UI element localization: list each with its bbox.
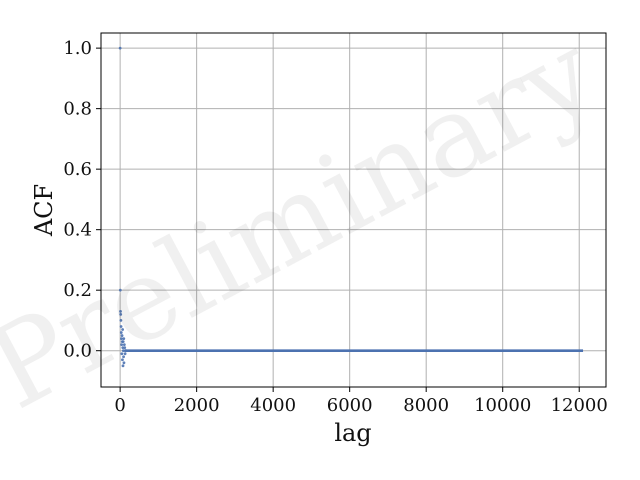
x-tick-label: 6000 [327,395,373,416]
y-tick-label: 0.4 [63,220,92,241]
acf-point [118,46,122,50]
acf-point [120,334,124,337]
x-tick-label: 10000 [474,395,531,416]
axis-ticks: 0 2000 4000 6000 8000 10000 12000 0.0 0.2 0.4 0.6 0… [63,38,607,416]
acf-point [121,346,125,350]
x-axis-label: lag [334,419,371,447]
x-tick-label: 8000 [403,395,449,416]
acf-point [121,328,125,331]
acf-point [120,343,124,347]
acf-point [122,361,126,365]
acf-point [122,337,126,340]
watermark-text: Preliminary [0,8,616,435]
acf-point [121,358,124,362]
acf-point [122,343,126,347]
acf-point [123,352,127,356]
y-tick-label: 0.6 [63,159,92,180]
x-tick-label: 0 [114,395,125,416]
grid-lines [101,33,606,387]
acf-point [120,337,123,340]
acf-point [119,312,123,316]
acf-series [118,46,584,368]
acf-point [119,319,123,322]
plot-frame [100,32,607,388]
y-tick-label: 1.0 [63,38,92,59]
acf-point [121,340,125,344]
acf-point [121,364,125,368]
acf-point [118,288,122,292]
acf-point [122,355,125,359]
acf-point [121,349,125,353]
acf-point [119,331,123,334]
acf-point [123,346,127,350]
acf-point [120,352,124,356]
acf-point [119,325,123,328]
y-tick-label: 0.0 [63,341,92,362]
y-axis-label: ACF [30,184,58,237]
acf-point [119,309,122,313]
y-tick-label: 0.8 [63,99,92,120]
x-tick-label: 2000 [174,395,220,416]
y-tick-label: 0.2 [63,280,92,301]
x-tick-label: 4000 [250,395,296,416]
x-tick-label: 12000 [551,395,608,416]
